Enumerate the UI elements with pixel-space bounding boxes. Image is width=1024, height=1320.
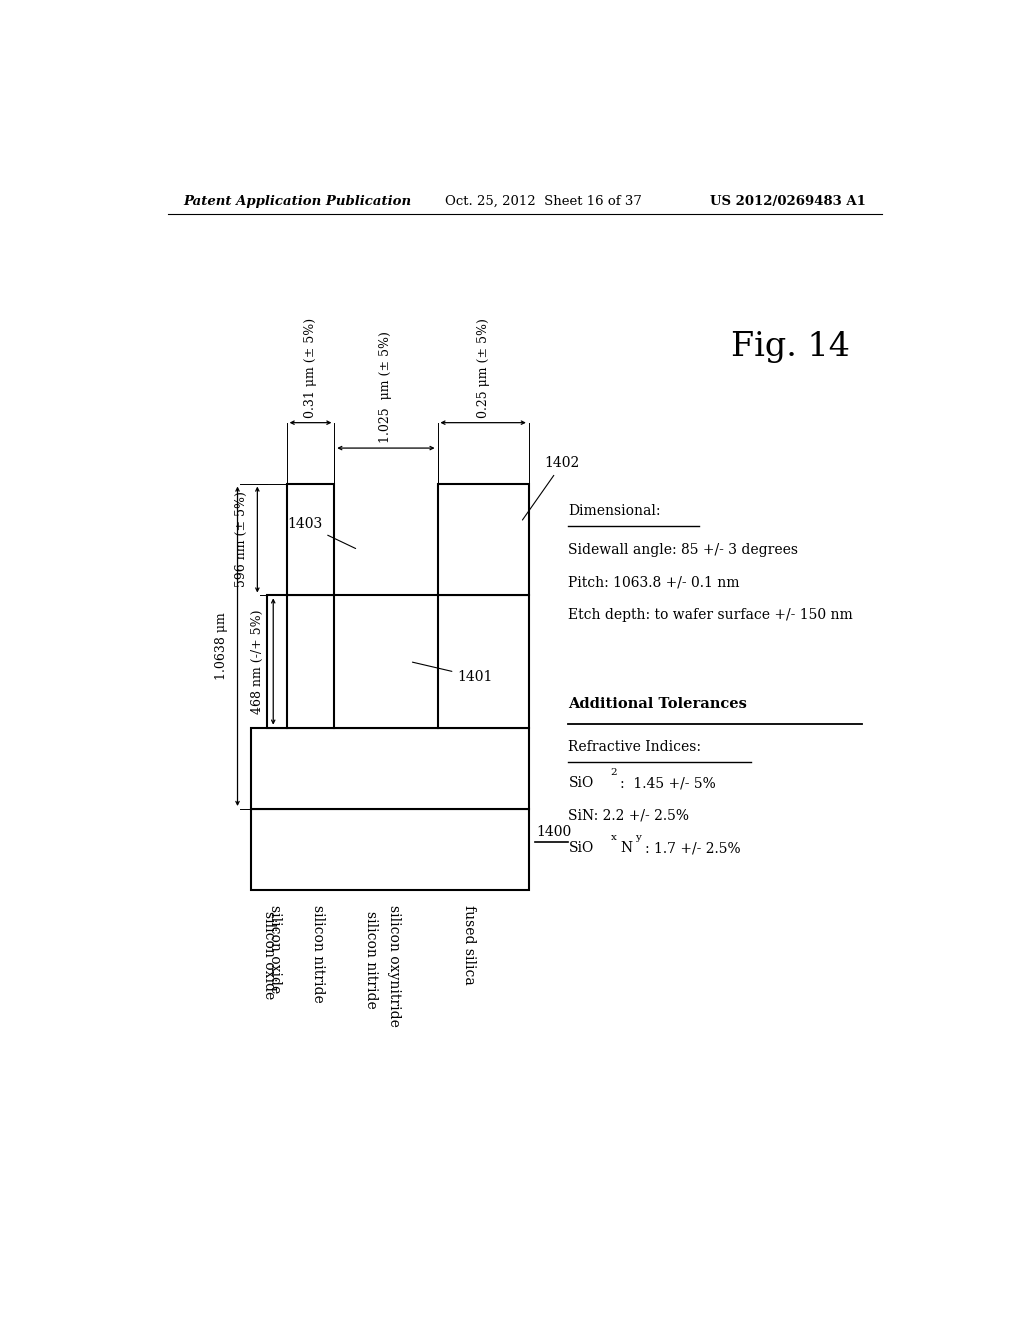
Text: Sidewall angle: 85 +/- 3 degrees: Sidewall angle: 85 +/- 3 degrees	[568, 543, 799, 557]
Text: Dimensional:: Dimensional:	[568, 504, 660, 517]
Text: Oct. 25, 2012  Sheet 16 of 37: Oct. 25, 2012 Sheet 16 of 37	[445, 195, 642, 209]
Text: silicon nitride: silicon nitride	[365, 911, 379, 1008]
Text: 1402: 1402	[522, 457, 580, 520]
Text: 1.0638 μm: 1.0638 μm	[215, 612, 228, 680]
Text: silicon oxide: silicon oxide	[268, 906, 282, 994]
Text: silicon oxide: silicon oxide	[262, 911, 275, 999]
Text: Etch depth: to wafer surface +/- 150 nm: Etch depth: to wafer surface +/- 150 nm	[568, 607, 853, 622]
Bar	[267, 595, 528, 727]
Text: Fig. 14: Fig. 14	[731, 331, 850, 363]
Text: N: N	[621, 841, 633, 855]
Text: fused silica: fused silica	[462, 906, 476, 985]
Text: 1400: 1400	[537, 825, 572, 840]
Text: y: y	[635, 833, 641, 842]
Text: :  1.45 +/- 5%: : 1.45 +/- 5%	[621, 776, 716, 791]
Text: Refractive Indices:: Refractive Indices:	[568, 739, 701, 754]
Text: SiO: SiO	[568, 841, 594, 855]
Text: x: x	[610, 833, 616, 842]
Text: Additional Tolerances: Additional Tolerances	[568, 697, 748, 711]
Text: 2: 2	[610, 768, 617, 777]
Text: 468 nm (-/+ 5%): 468 nm (-/+ 5%)	[251, 610, 264, 714]
Text: 0.31 μm (± 5%): 0.31 μm (± 5%)	[304, 317, 317, 417]
Bar	[251, 809, 528, 890]
Text: 1.025  μm (± 5%): 1.025 μm (± 5%)	[380, 331, 392, 444]
Text: SiN: 2.2 +/- 2.5%: SiN: 2.2 +/- 2.5%	[568, 809, 689, 822]
Text: SiO: SiO	[568, 776, 594, 791]
Text: Patent Application Publication: Patent Application Publication	[183, 195, 412, 209]
Text: US 2012/0269483 A1: US 2012/0269483 A1	[711, 195, 866, 209]
Bar	[287, 483, 334, 595]
Bar	[251, 727, 528, 809]
Text: 0.25 μm (± 5%): 0.25 μm (± 5%)	[476, 318, 489, 417]
Text: silicon nitride: silicon nitride	[311, 906, 326, 1003]
Bar	[437, 483, 528, 595]
Text: 1401: 1401	[413, 663, 493, 684]
Text: silicon oxynitride: silicon oxynitride	[387, 906, 400, 1027]
Text: 1403: 1403	[287, 517, 355, 549]
Text: Pitch: 1063.8 +/- 0.1 nm: Pitch: 1063.8 +/- 0.1 nm	[568, 576, 740, 589]
Text: : 1.7 +/- 2.5%: : 1.7 +/- 2.5%	[645, 841, 740, 855]
Text: 596 nm (± 5%): 596 nm (± 5%)	[234, 491, 248, 587]
